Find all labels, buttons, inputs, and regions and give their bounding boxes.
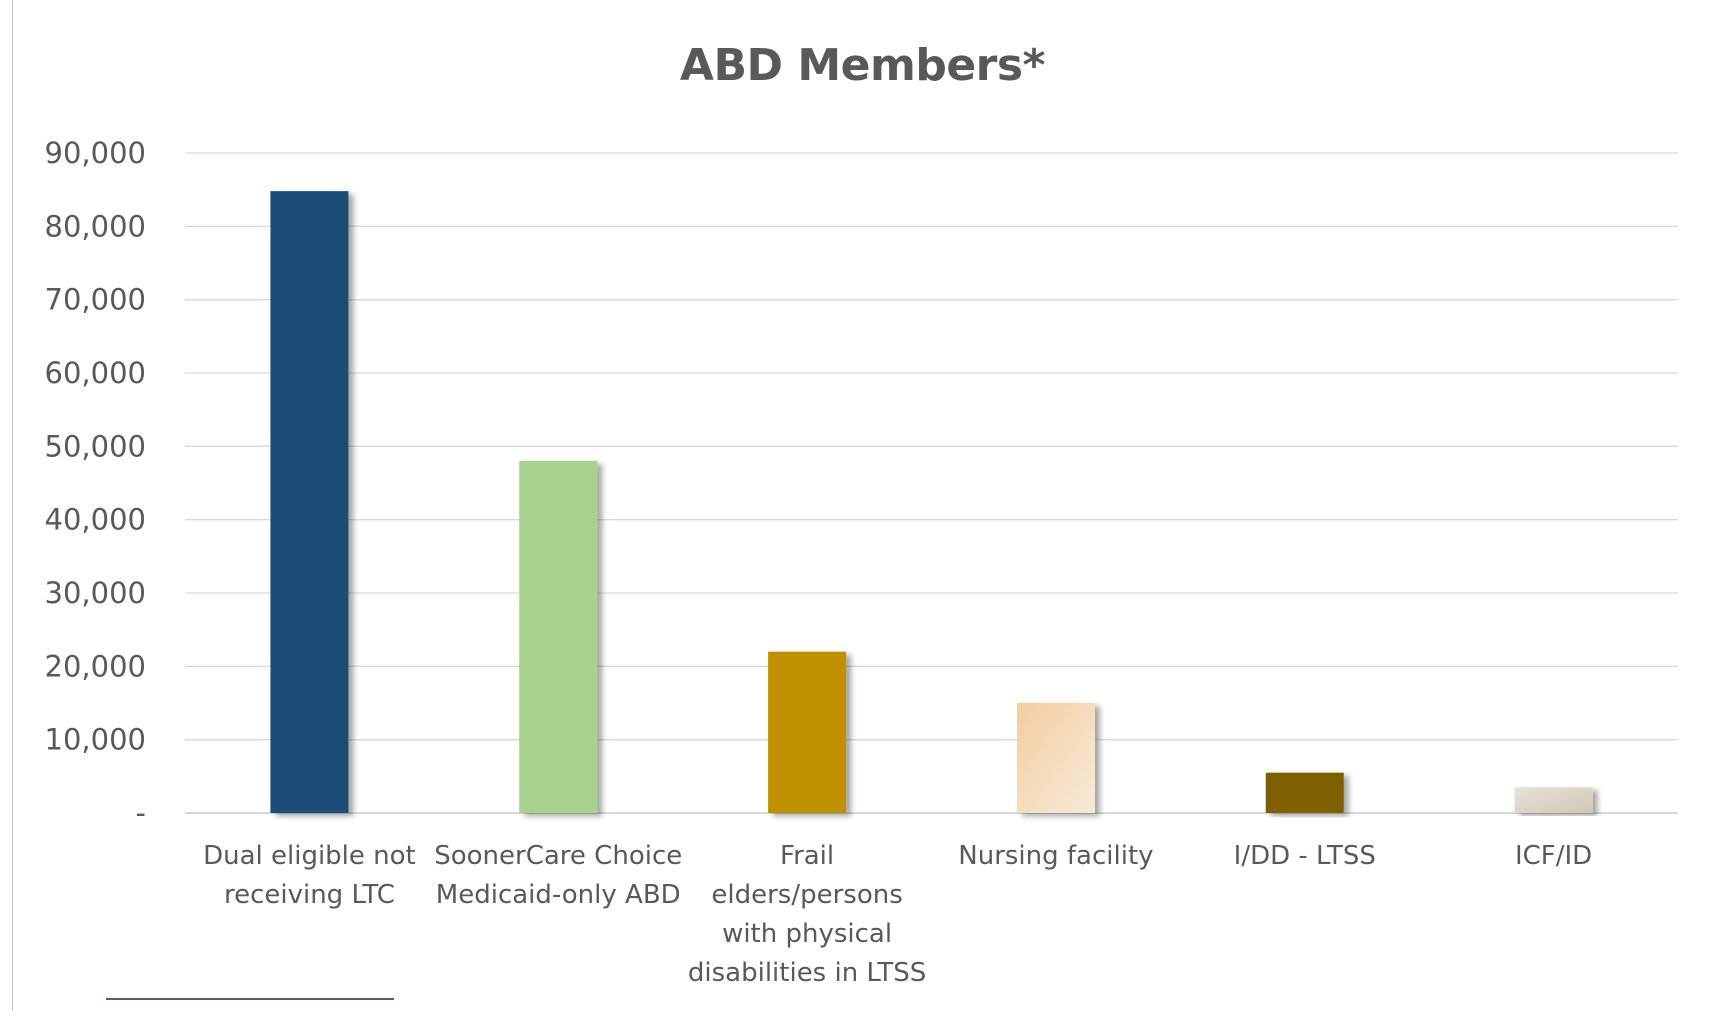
y-tick-label: 10,000 bbox=[45, 723, 146, 757]
footnote-divider bbox=[106, 998, 394, 1000]
bar bbox=[519, 461, 598, 813]
y-tick-label: 60,000 bbox=[45, 356, 146, 390]
x-tick-label-line: elders/persons bbox=[711, 880, 902, 910]
bar bbox=[1514, 787, 1593, 813]
x-tick-label-line: disabilities in LTSS bbox=[688, 958, 926, 988]
x-tick-label: Frail elders/persons with physical disabili… bbox=[688, 841, 926, 988]
x-tick-label-line: receiving LTC bbox=[224, 880, 395, 910]
bars bbox=[270, 191, 1593, 814]
gridlines bbox=[185, 152, 1678, 814]
y-tick-label: 80,000 bbox=[45, 209, 146, 243]
x-tick-label: I/DD - LTSS bbox=[1234, 841, 1376, 871]
y-tick-label: 90,000 bbox=[45, 136, 146, 170]
y-tick-label: 30,000 bbox=[45, 576, 146, 610]
y-tick-label: 70,000 bbox=[45, 283, 146, 317]
x-tick-label-line: Medicaid-only ABD bbox=[436, 880, 681, 910]
bar bbox=[270, 191, 349, 814]
chart-frame bbox=[12, 0, 1725, 1011]
x-axis-labels: Dual eligible not receiving LTC SoonerCare… bbox=[203, 841, 1592, 988]
y-tick-label: - bbox=[136, 796, 146, 830]
x-tick-label-line: Nursing facility bbox=[958, 841, 1153, 871]
bar bbox=[1016, 703, 1095, 813]
x-tick-label-line: ICF/ID bbox=[1515, 841, 1592, 871]
y-tick-label: 40,000 bbox=[45, 503, 146, 537]
x-tick-label-line: Frail bbox=[780, 841, 834, 871]
x-tick-label: ICF/ID bbox=[1515, 841, 1592, 871]
bar bbox=[1265, 772, 1344, 813]
bar bbox=[768, 651, 847, 813]
x-tick-label-line: Dual eligible not bbox=[203, 841, 416, 871]
y-tick-label: 50,000 bbox=[45, 429, 146, 463]
x-tick-label: Nursing facility bbox=[958, 841, 1153, 871]
x-tick-label-line: I/DD - LTSS bbox=[1234, 841, 1376, 871]
y-axis-ticks: - 10,000 20,000 30,000 40,000 50,000 60,000 70,… bbox=[45, 136, 146, 830]
x-tick-label-line: SoonerCare Choice bbox=[434, 841, 682, 871]
x-tick-label: Dual eligible not receiving LTC bbox=[203, 841, 416, 910]
x-tick-label: SoonerCare Choice Medicaid-only ABD bbox=[434, 841, 682, 910]
chart-title: ABD Members* bbox=[679, 40, 1046, 91]
y-tick-label: 20,000 bbox=[45, 649, 146, 683]
x-tick-label-line: with physical bbox=[722, 919, 892, 949]
